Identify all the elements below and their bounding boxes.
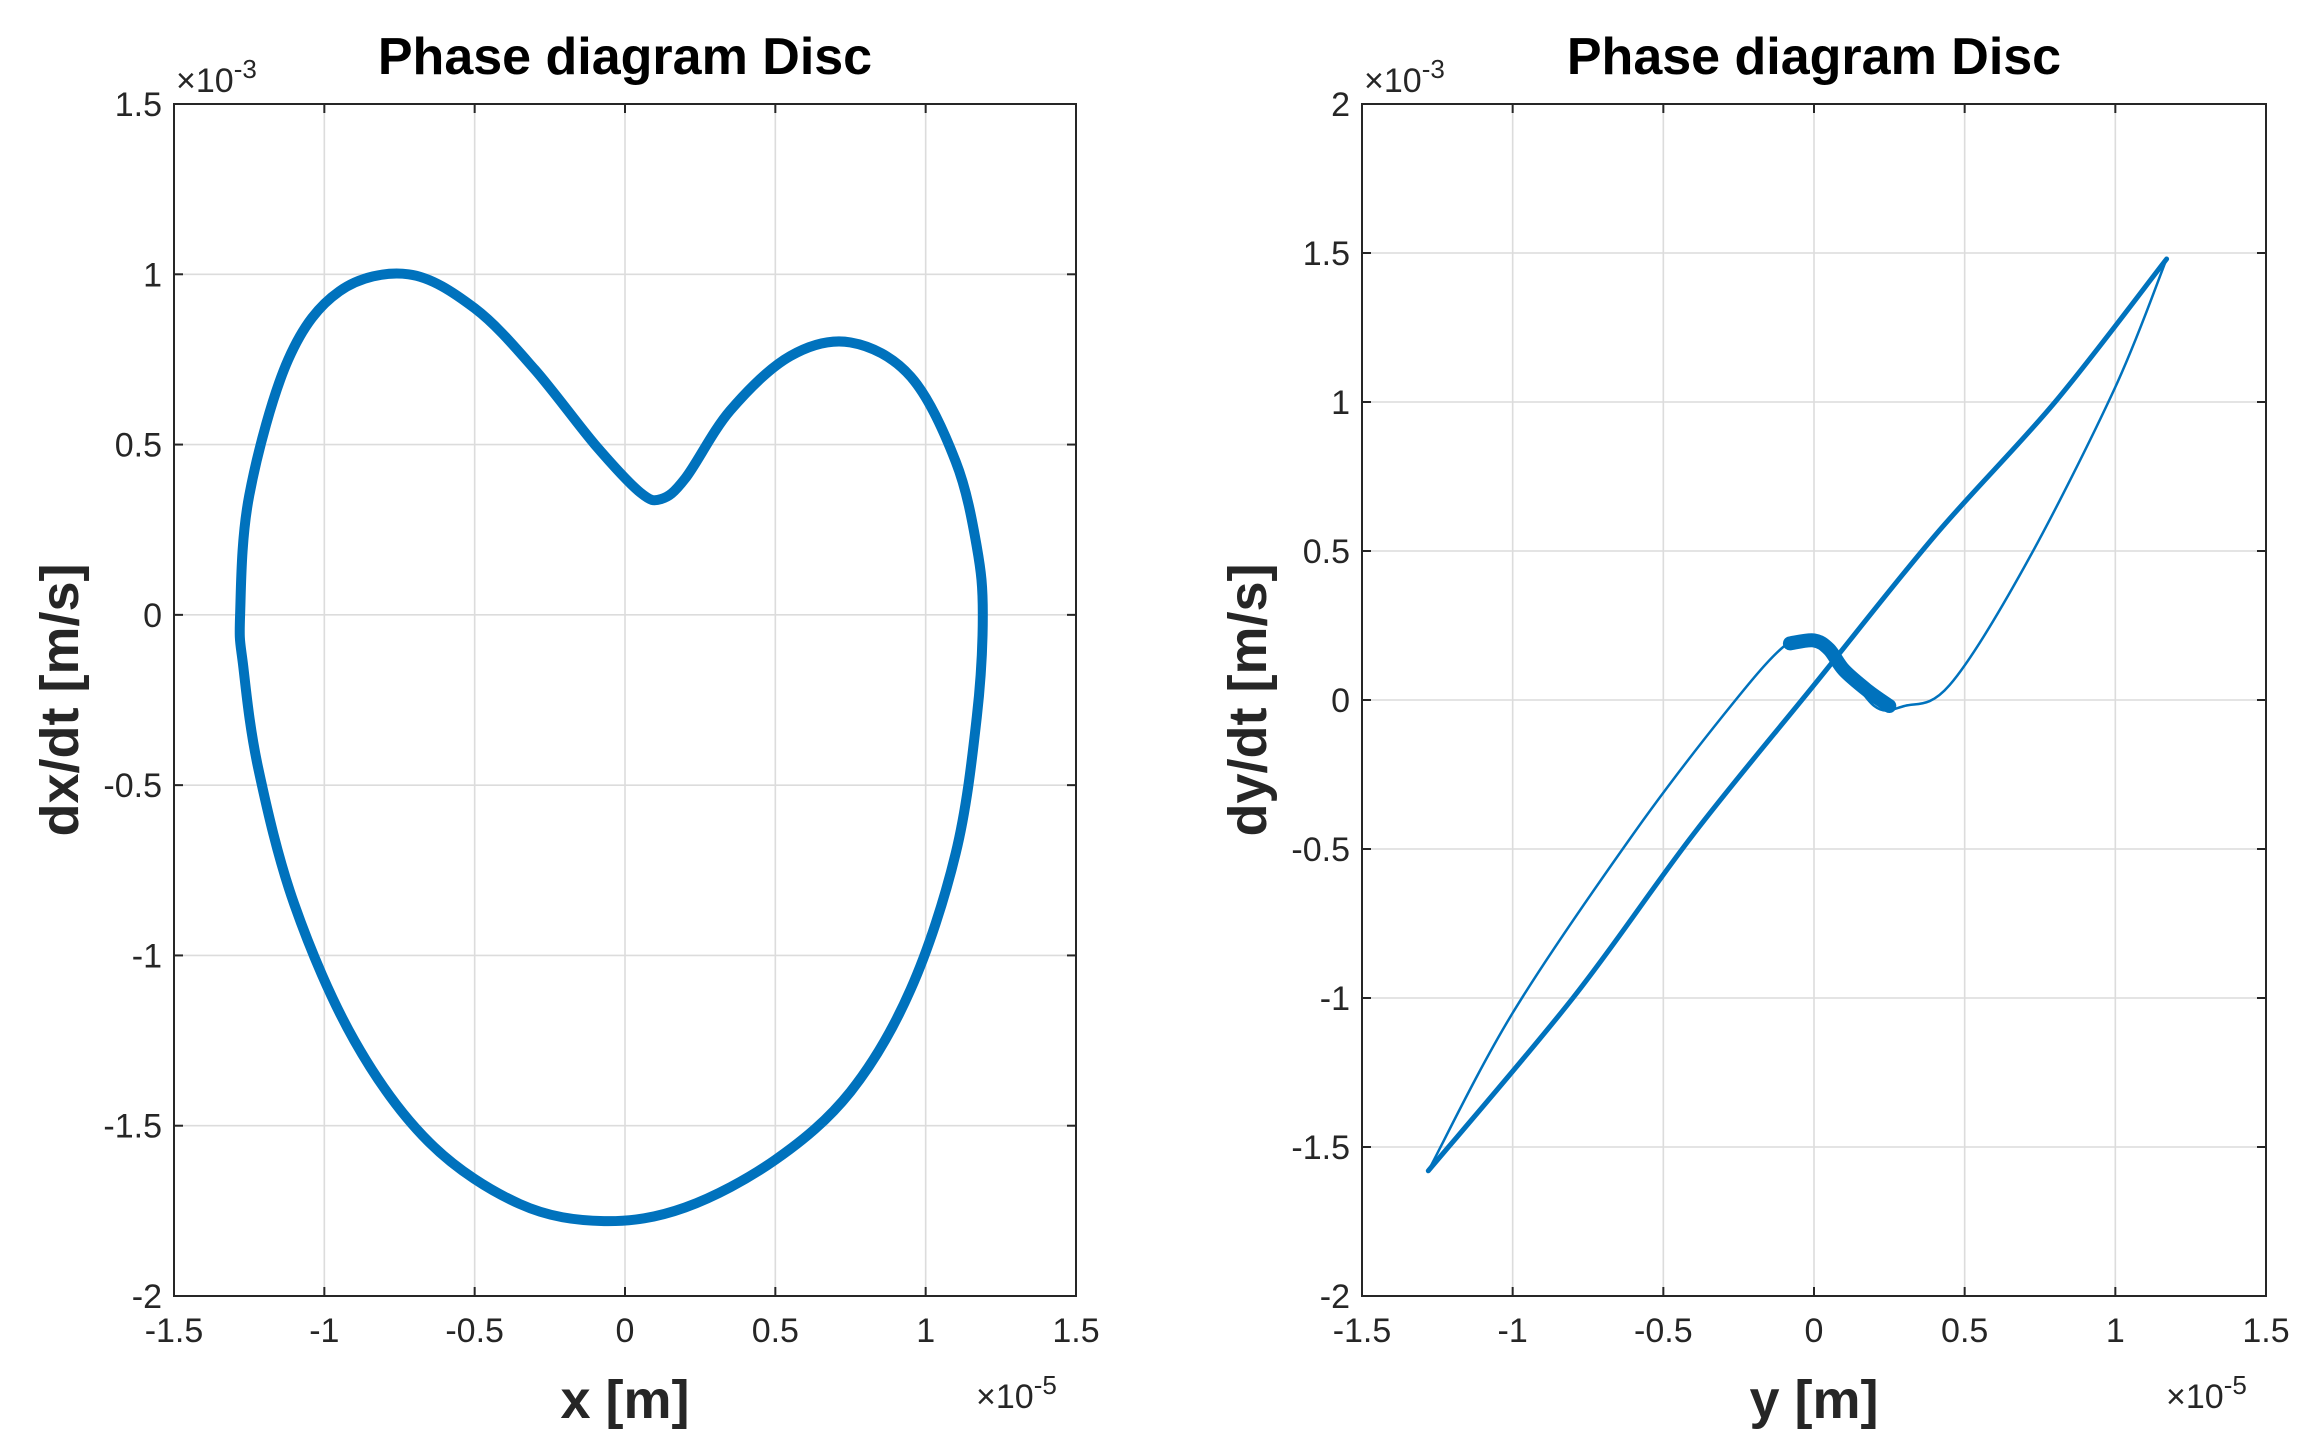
x-tick-label: 0.5 <box>752 1312 799 1350</box>
y-tick-label: -1.5 <box>1291 1129 1350 1167</box>
y-tick-label: -0.5 <box>103 767 162 805</box>
y-ticks-left: -2 -1.5 -1 -0.5 0 0.5 1 1.5 <box>103 86 1076 1316</box>
series-line <box>1427 636 1840 1173</box>
series-line <box>234 268 988 1227</box>
y-tick-label: 0 <box>1331 682 1350 720</box>
x-axis-label-right: y [m] <box>1749 1370 1878 1430</box>
y-tick-label: -2 <box>132 1278 162 1316</box>
x-tick-label: -0.5 <box>1634 1312 1693 1350</box>
y-axis-label-right: dy/dt [m/s] <box>1218 563 1278 836</box>
y-tick-label: 0.5 <box>1303 533 1350 571</box>
x-ticks-right: -1.5 -1 -0.5 0 0.5 1 1.5 <box>1333 104 2290 1350</box>
x-tick-label: 1.5 <box>1052 1312 1099 1350</box>
x-tick-label: 1.5 <box>2242 1312 2289 1350</box>
y-exponent-right: ×10-3 <box>1364 54 1445 100</box>
x-tick-label: 1 <box>2106 1312 2125 1350</box>
x-exponent-right: ×10-5 <box>2166 1370 2247 1416</box>
y-tick-label: 1 <box>1331 384 1350 422</box>
series-left <box>234 268 988 1227</box>
y-tick-label: -2 <box>1320 1278 1350 1316</box>
y-tick-label: 2 <box>1331 86 1350 124</box>
y-tick-label: -1.5 <box>103 1108 162 1146</box>
y-tick-label: -1 <box>132 937 162 975</box>
x-tick-label: -1 <box>1498 1312 1528 1350</box>
grid-right <box>1361 103 2267 1297</box>
y-tick-label: 1.5 <box>1303 235 1350 273</box>
chart-right: -1.5 -1 -0.5 0 0.5 1 1.5 -2-1.5-1-0.500.511.52… <box>1218 28 2290 1430</box>
y-tick-label: 0 <box>143 597 162 635</box>
y-exponent-left: ×10-3 <box>176 54 257 100</box>
x-ticks-left: -1.5 -1 -0.5 0 0.5 1 1.5 <box>145 104 1100 1350</box>
y-tick-label: 0.5 <box>115 427 162 465</box>
x-tick-label: 0 <box>616 1312 635 1350</box>
x-axis-label-left: x [m] <box>560 1370 689 1430</box>
y-tick-label: -1 <box>1320 980 1350 1018</box>
x-exponent-left: ×10-5 <box>976 1370 1057 1416</box>
x-tick-label: -1.5 <box>1333 1312 1392 1350</box>
x-tick-label: -1 <box>309 1312 339 1350</box>
y-axis-label-left: dx/dt [m/s] <box>30 563 90 836</box>
series-line <box>1836 257 2168 712</box>
y-tick-label: 1.5 <box>115 86 162 124</box>
series-right <box>1425 256 2170 1174</box>
y-tick-label: -0.5 <box>1291 831 1350 869</box>
x-tick-label: 0.5 <box>1941 1312 1988 1350</box>
x-tick-label: 1 <box>916 1312 935 1350</box>
chart-title-left: Phase diagram Disc <box>378 28 872 86</box>
y-ticks-right: -2 -1.5 -1 -0.5 0 0.5 1 1.5 2 <box>1291 86 2266 1316</box>
x-tick-label: -0.5 <box>445 1312 504 1350</box>
x-tick-label: -1.5 <box>145 1312 204 1350</box>
chart-title-right: Phase diagram Disc <box>1567 28 2061 86</box>
x-tick-label: 0 <box>1805 1312 1824 1350</box>
series-line <box>1425 256 2170 1174</box>
grid-left <box>173 103 1077 1297</box>
series-line <box>1782 633 1897 713</box>
y-tick-label: 1 <box>143 256 162 294</box>
chart-left: -1.5 -1 -0.5 0 0.5 1 1.5 -2-1.5-1-0.500.511.5 … <box>30 28 1100 1430</box>
